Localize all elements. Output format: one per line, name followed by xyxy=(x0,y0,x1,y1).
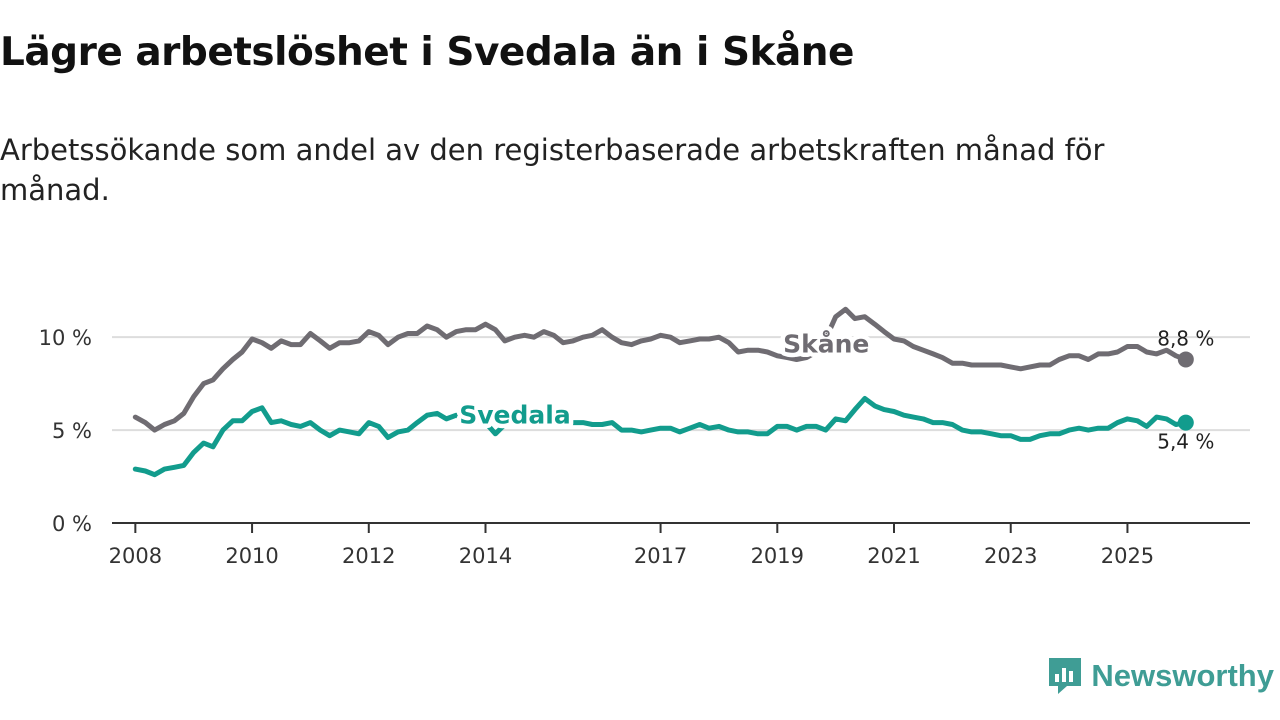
end-label-svedala: 5,4 % xyxy=(1157,430,1214,454)
end-point-svedala xyxy=(1177,414,1194,431)
x-tick-label: 2025 xyxy=(1101,544,1154,568)
x-tick-label: 2023 xyxy=(984,544,1037,568)
y-axis-ticks: 0 % 5 % 10 % xyxy=(39,326,92,536)
x-axis-ticks: 2008 2010 2012 2014 2017 2019 2021 2023 2025 xyxy=(109,523,1154,568)
series-label-halo-skane: Skåne xyxy=(783,330,869,359)
series-line-svedala xyxy=(132,396,1189,478)
series-label-svedala: Svedala xyxy=(459,400,570,429)
chart-title: Lägre arbetslöshet i Svedala än i Skåne xyxy=(0,30,855,75)
x-tick-label: 2012 xyxy=(342,544,395,568)
series-line-skane xyxy=(132,306,1189,433)
y-tick-label: 5 % xyxy=(52,419,92,443)
x-tick-label: 2010 xyxy=(225,544,278,568)
x-tick-label: 2008 xyxy=(109,544,162,568)
newsworthy-brand: Newsworthy xyxy=(1047,656,1274,696)
x-tick-label: 2021 xyxy=(867,544,920,568)
chart-subtitle: Arbetssökande som andel av den registerb… xyxy=(0,133,1105,207)
series-label-halo-svedala: Svedala xyxy=(459,400,570,429)
end-label-skane: 8,8 % xyxy=(1157,326,1214,350)
x-tick-label: 2017 xyxy=(634,544,687,568)
series-lines xyxy=(132,306,1194,478)
y-tick-label: 0 % xyxy=(52,512,92,536)
y-tick-label: 10 % xyxy=(39,326,92,350)
newsworthy-wordmark: Newsworthy xyxy=(1091,658,1274,693)
newsworthy-logo-icon xyxy=(1049,658,1082,694)
end-point-skane xyxy=(1177,351,1194,368)
series-label-skane: Skåne xyxy=(783,330,869,359)
x-tick-label: 2014 xyxy=(459,544,512,568)
gridlines xyxy=(112,336,1250,432)
x-tick-label: 2019 xyxy=(751,544,804,568)
